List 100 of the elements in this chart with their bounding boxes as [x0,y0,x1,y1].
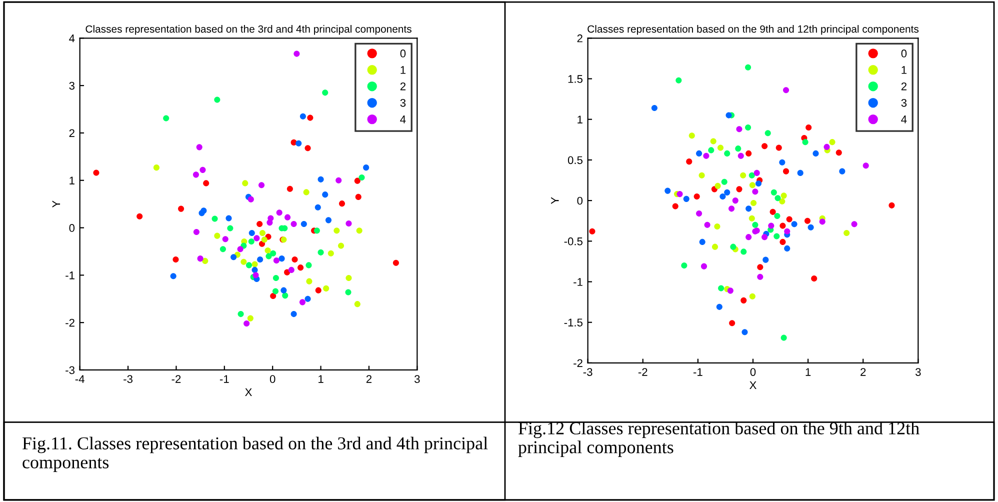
y-tick-label: 4 [69,34,75,42]
point [829,139,836,146]
point [839,168,846,174]
point [197,256,204,262]
point [681,262,688,269]
point [780,238,786,245]
x-tick-label: -3 [583,368,592,376]
point [288,266,294,273]
point [770,208,776,215]
y-tick-label: 1 [578,116,582,124]
point [226,215,232,222]
point [257,256,264,263]
point [259,230,266,236]
x-tick-label: 1 [806,368,811,376]
point [745,64,752,70]
point [696,210,702,217]
point [338,242,344,249]
point [824,144,830,150]
point [746,206,752,212]
point [270,250,276,256]
y-tick-label: 3 [69,82,74,90]
legend-label: 2 [901,82,906,90]
y-axis-title: Y [551,197,559,204]
point [700,263,708,270]
point [214,232,220,239]
point [252,266,258,273]
point [314,228,320,234]
point [806,124,812,130]
point [748,215,755,222]
y-tick-label: -1 [574,278,582,286]
point [248,230,255,236]
chart-title: Classes representation based on the 9th and 12th principal components [588,25,919,35]
y-tick-label: 2 [69,129,74,137]
point [688,132,695,139]
point [708,147,714,154]
y-tick-label: -1 [66,272,74,280]
legend-label: 0 [400,50,406,58]
point [728,206,735,212]
legend-label: 1 [400,66,406,74]
point [762,256,769,263]
point [762,234,768,240]
point [724,189,730,196]
point [290,311,297,318]
point [724,150,730,156]
y-tick-label: 1.5 [568,75,582,83]
x-tick-label: -3 [124,375,132,383]
point [356,228,362,234]
point [851,221,858,228]
point [698,172,705,178]
point [651,104,658,112]
point [730,244,736,250]
point [704,222,710,228]
point [819,218,826,225]
x-axis-title: X [750,381,756,389]
point [246,262,252,268]
point [328,250,334,256]
point [749,293,756,300]
point [304,296,311,302]
point [220,246,226,252]
point [712,244,718,250]
point [732,198,738,204]
point [314,204,321,210]
point [844,230,850,236]
point [303,189,310,196]
point [306,262,312,268]
point [748,172,755,178]
point [589,228,596,234]
x-tick-label: -1 [220,375,229,383]
point [786,216,792,222]
point [804,218,811,224]
point [768,222,774,229]
point [784,228,790,234]
point [742,329,748,336]
point [774,195,781,202]
point [686,158,692,165]
point [264,247,271,254]
point [153,164,160,171]
point [718,285,724,292]
point [780,192,787,199]
x-tick-label: 0 [270,375,276,383]
point [254,235,260,242]
point [783,168,790,174]
point [736,186,742,192]
point [178,206,184,212]
point [318,176,324,182]
caption: Fig.11. Classes representation based on the 3rd and 4th principal components [22,436,488,472]
point [248,238,254,245]
y-tick-label: -2 [66,318,74,327]
point [240,258,247,265]
point [200,208,207,214]
point [272,288,279,294]
point [315,287,322,294]
legend-label: 3 [400,98,406,107]
x-tick-label: -2 [172,375,181,383]
point [252,261,258,268]
point [721,178,728,185]
point [172,256,179,263]
point [266,220,273,226]
point [738,152,744,159]
point [783,87,790,94]
